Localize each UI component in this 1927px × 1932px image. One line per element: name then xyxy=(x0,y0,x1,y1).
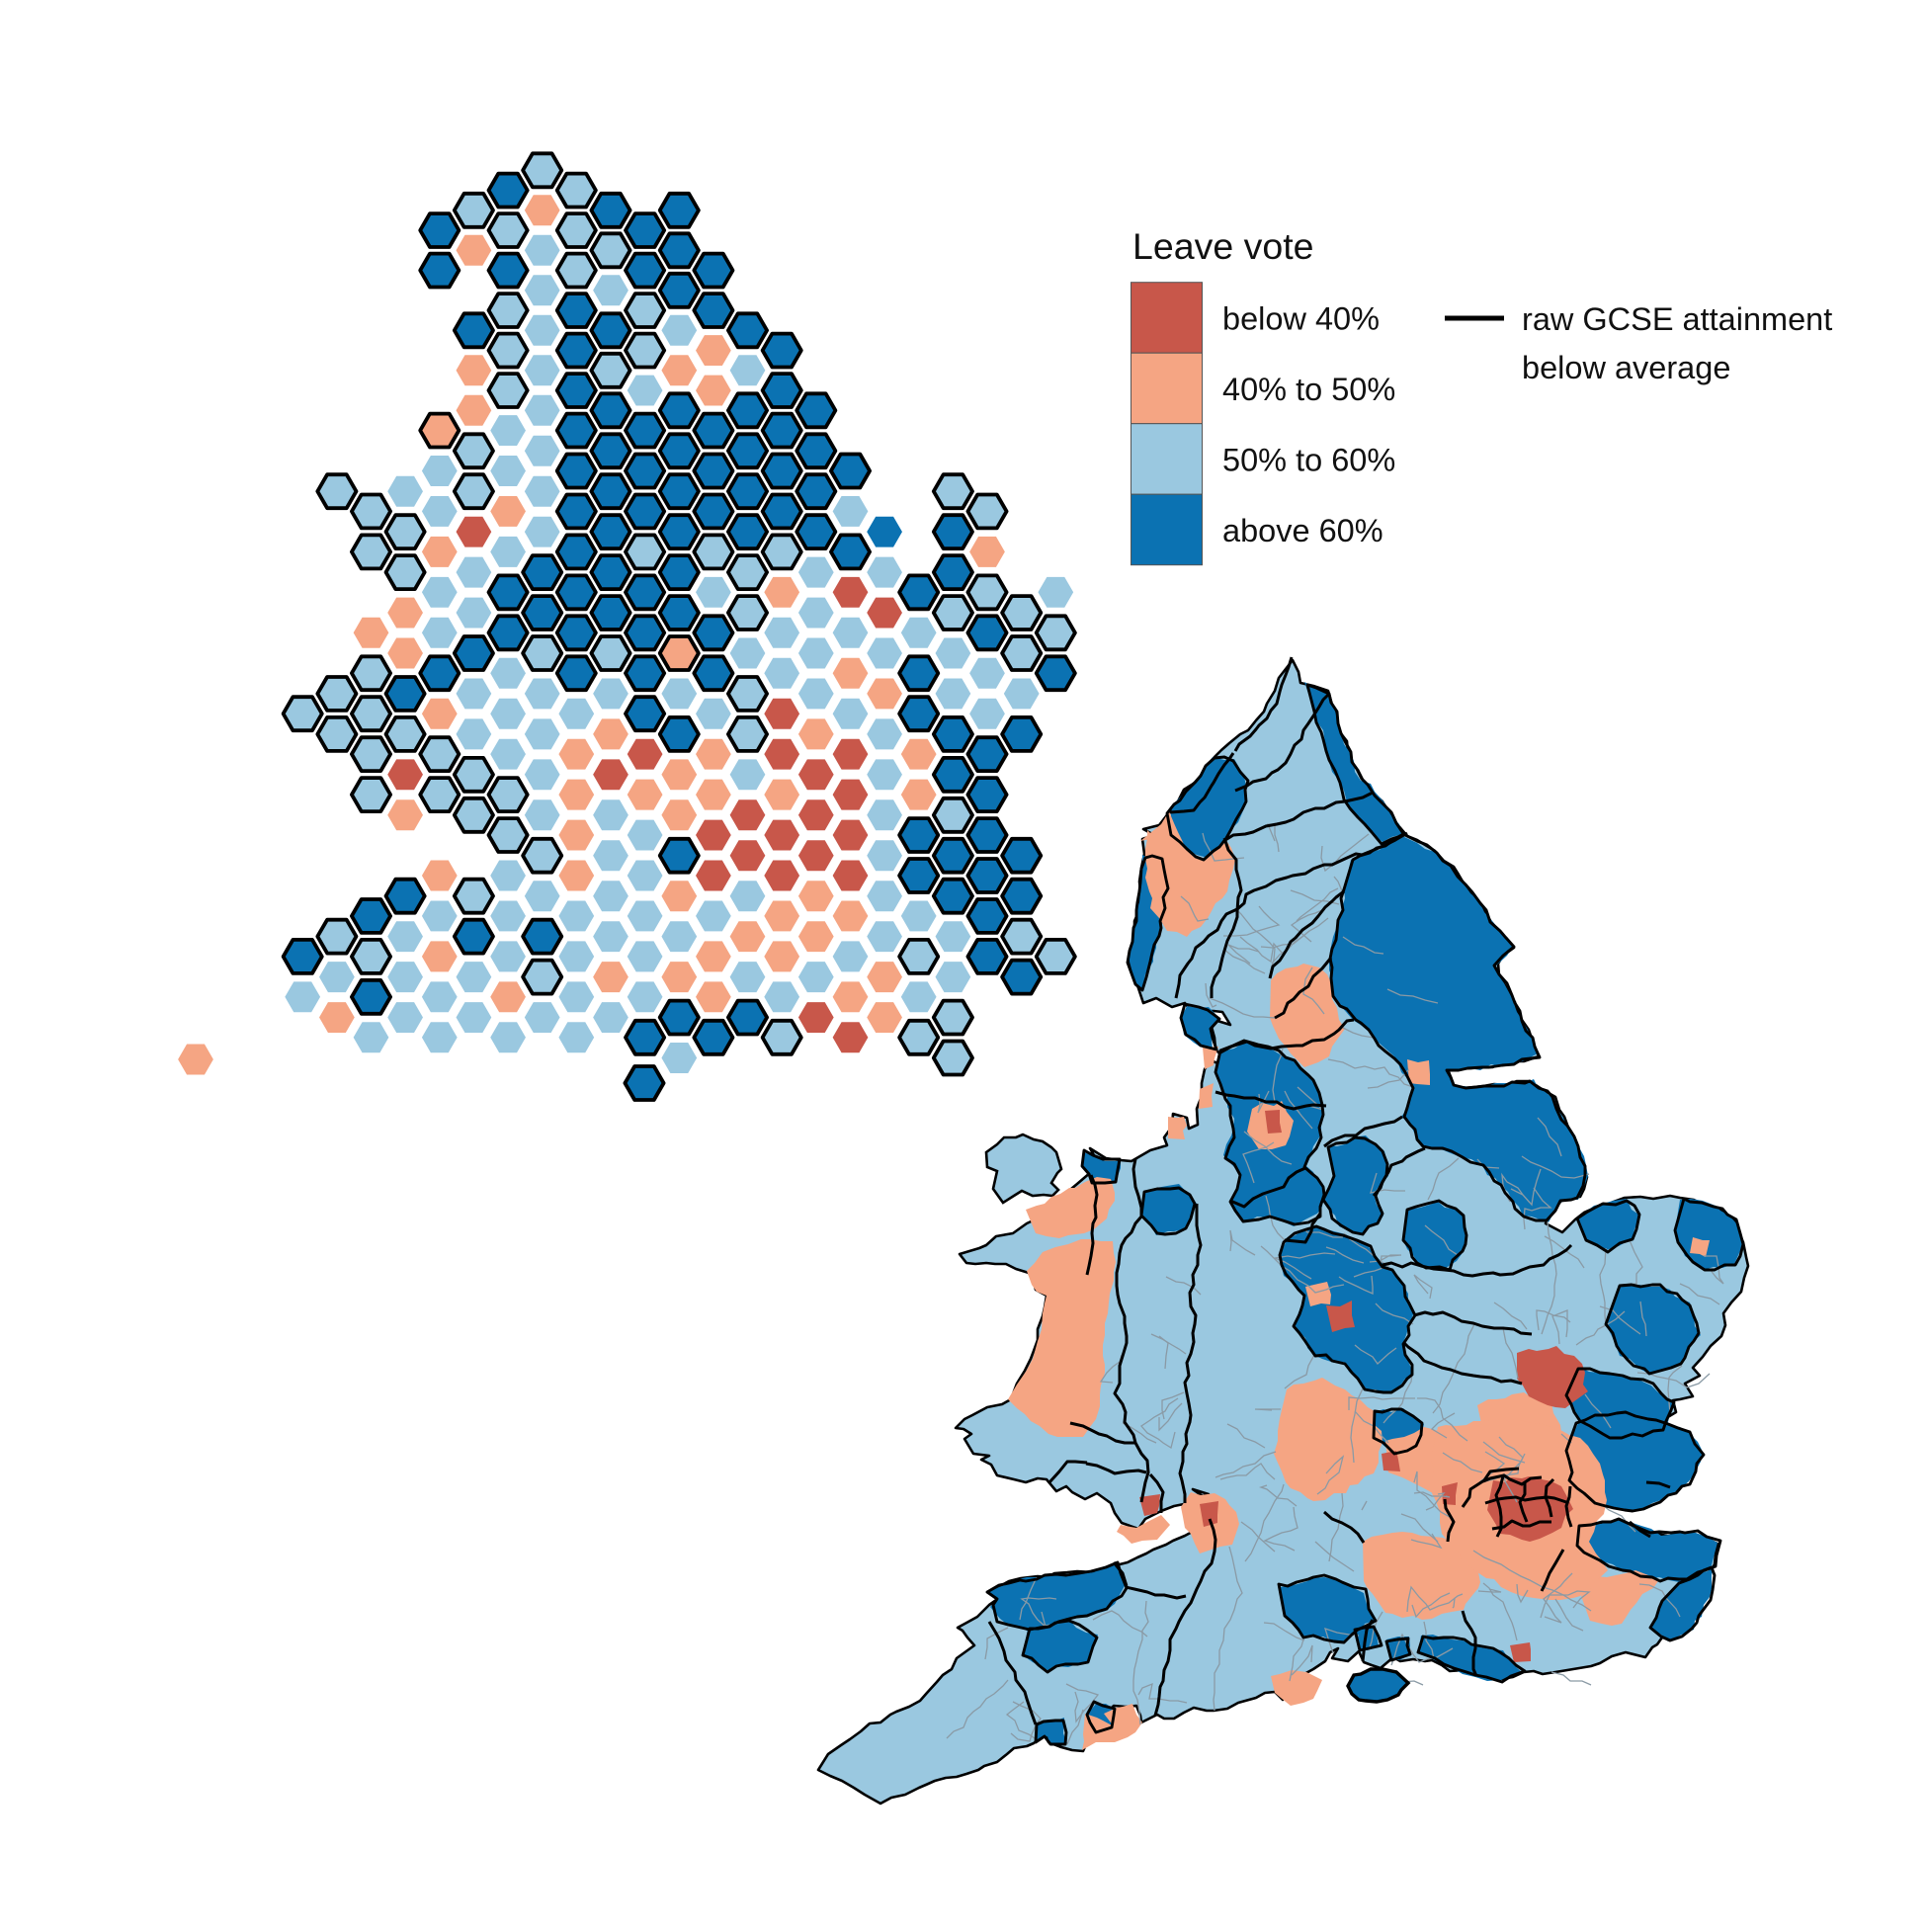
svg-text:40% to 50%: 40% to 50% xyxy=(1222,372,1395,407)
svg-text:above 60%: above 60% xyxy=(1222,513,1383,548)
svg-text:50% to 60%: 50% to 60% xyxy=(1222,442,1395,477)
svg-text:raw GCSE attainment: raw GCSE attainment xyxy=(1522,301,1832,337)
svg-text:below 40%: below 40% xyxy=(1222,300,1380,336)
svg-text:Leave vote: Leave vote xyxy=(1132,225,1313,267)
svg-text:below average: below average xyxy=(1522,350,1730,385)
